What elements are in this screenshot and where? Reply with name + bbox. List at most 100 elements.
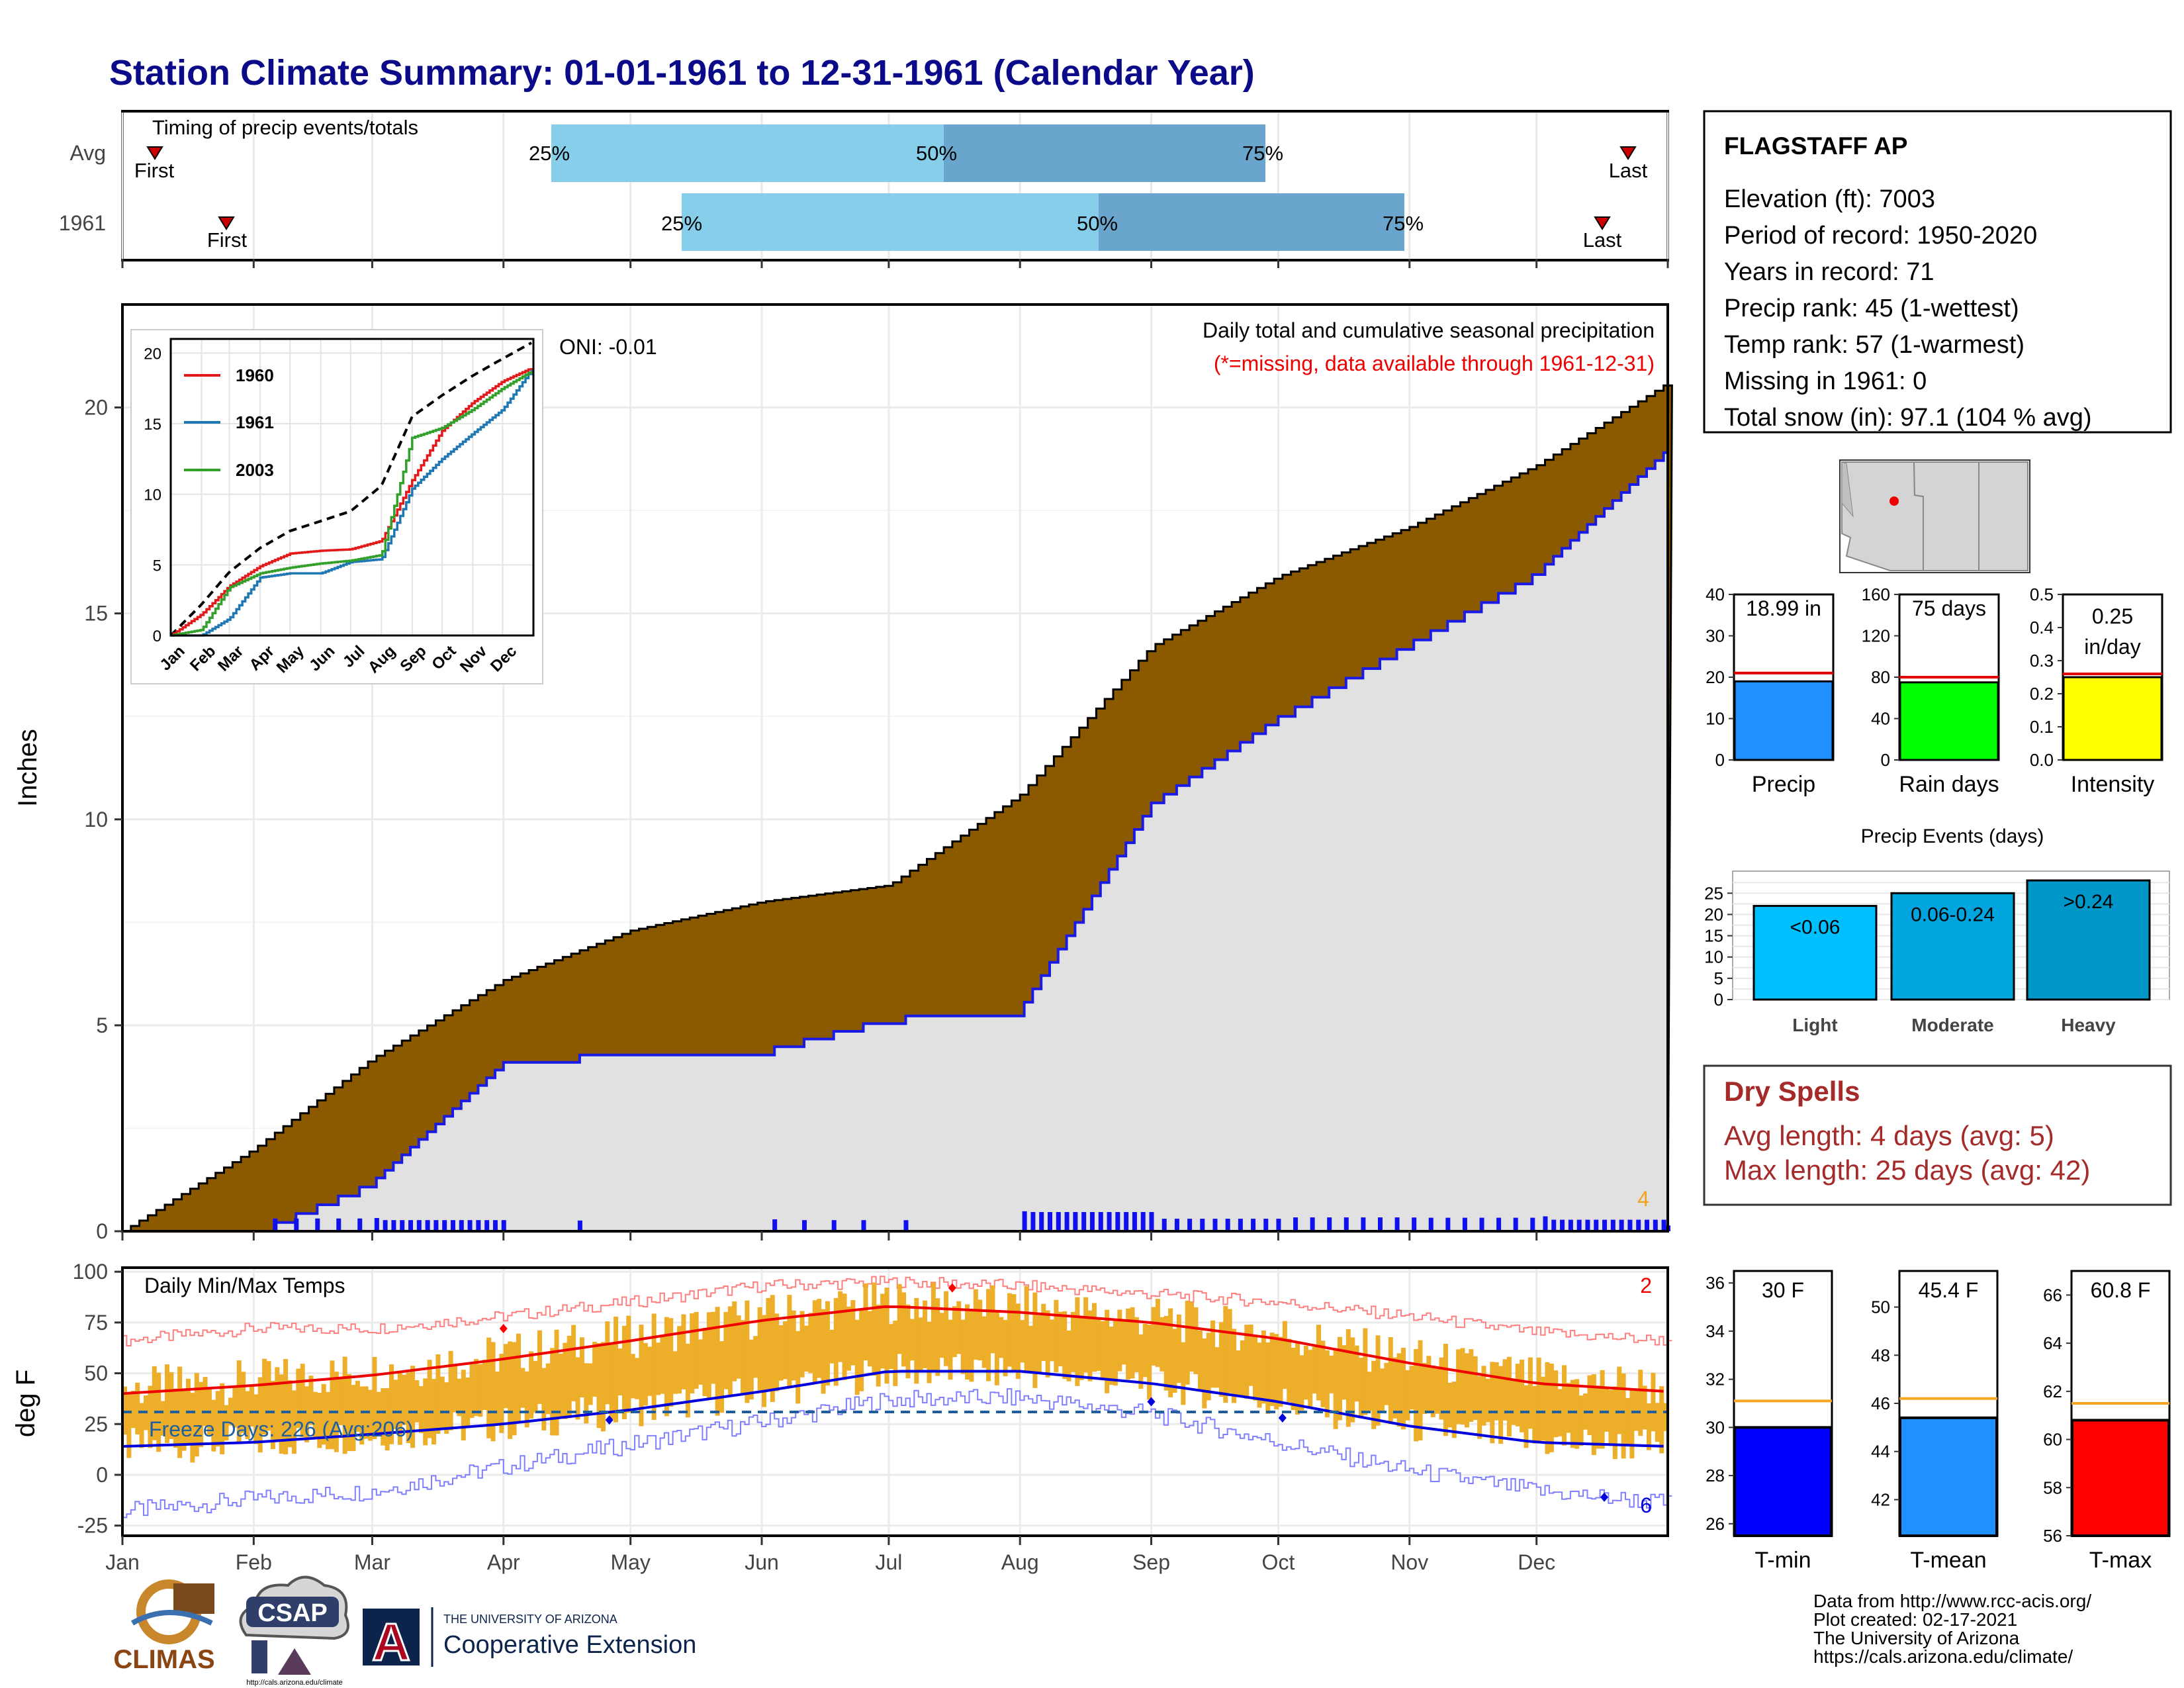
legend-2003-label: 2003 [236, 460, 274, 480]
daily-temp-bar [1642, 1385, 1647, 1430]
daily-precip-bar [1428, 1217, 1433, 1231]
dry-spells-box: Dry Spells Avg length: 4 days (avg: 5) M… [1703, 1064, 2172, 1206]
daily-temp-bar [1541, 1376, 1546, 1441]
daily-precip-bar [1610, 1219, 1615, 1231]
daily-temp-bar [711, 1311, 716, 1384]
daily-temp-bar [199, 1382, 204, 1447]
daily-precip-bar [1056, 1211, 1061, 1231]
daily-temp-bar [867, 1311, 872, 1367]
temp-chart-y-tick-label: 42 [1871, 1489, 1890, 1509]
daily-precip-bar [391, 1220, 396, 1231]
station-frame [1703, 110, 2172, 434]
daily-temp-bar [300, 1364, 305, 1438]
climas-wave-icon [130, 1610, 213, 1626]
events-y-tick-label: 25 [1704, 883, 1723, 903]
daily-temp-bar [770, 1295, 775, 1402]
daily-temp-bar [626, 1315, 631, 1413]
mini-bar-charts: 0 10 20 30 40 18.99 in Precip 0 40 80 120 160 75 day… [1706, 585, 2163, 797]
daily-precip-bar [408, 1220, 414, 1231]
temp-chart-y-tick-label: 34 [1706, 1321, 1725, 1341]
temp-chart-y-tick-label: 50 [1871, 1297, 1890, 1317]
daily-temp-bar [1185, 1300, 1190, 1385]
daily-temp-bar [1117, 1309, 1122, 1372]
daily-temp-bar [296, 1368, 301, 1429]
daily-temp-bar [1316, 1325, 1322, 1401]
temp-x-tick-label: Sep [1132, 1550, 1170, 1574]
precip-y-tick-label: 15 [84, 602, 108, 626]
temp-y-label: deg F [11, 1370, 40, 1437]
daily-temp-bar [732, 1301, 737, 1382]
daily-temp-bar [690, 1313, 695, 1394]
daily-temp-bar [1447, 1382, 1453, 1428]
daily-temp-bar [1282, 1321, 1287, 1389]
daily-temp-bar [1028, 1325, 1034, 1372]
daily-precip-bar [1627, 1219, 1633, 1231]
mini-chart-bar [1899, 681, 1999, 761]
temp-record-markers [499, 1283, 1609, 1502]
daily-temp-bar [808, 1313, 813, 1374]
daily-temp-bar [1329, 1355, 1334, 1393]
precip-x-ticks [121, 1231, 1538, 1241]
mini-chart-y-tick-label: 160 [1862, 585, 1890, 604]
daily-precip-bar [1293, 1217, 1298, 1231]
daily-precip-bar [374, 1218, 379, 1231]
daily-temp-bar [126, 1394, 132, 1458]
daily-temp-bar [304, 1386, 310, 1442]
year-first-marker-icon [218, 216, 235, 230]
mini-chart-label: Precip [1752, 772, 1815, 797]
daily-temp-bar [1036, 1315, 1042, 1373]
timing-label: Timing of precip events/totals [152, 116, 418, 139]
daily-precip-bar [1200, 1219, 1205, 1231]
daily-temp-bar [397, 1372, 402, 1445]
daily-temp-bar [220, 1383, 225, 1454]
daily-temp-bar [338, 1378, 343, 1425]
daily-precip-bar [1238, 1219, 1243, 1231]
daily-temp-bar [312, 1391, 318, 1440]
daily-temp-bar [148, 1385, 153, 1448]
daily-temp-bar [935, 1298, 940, 1376]
daily-temp-bar [1299, 1355, 1304, 1411]
daily-temp-bar [550, 1348, 555, 1436]
daily-temp-bar [694, 1311, 699, 1389]
temp-chart-label: T-max [2089, 1548, 2152, 1573]
record-marker-icon [1600, 1492, 1609, 1502]
year-p75-label: 75% [1383, 212, 1424, 235]
daily-temp-bar [1469, 1349, 1474, 1423]
year-p50-label: 50% [1077, 212, 1118, 235]
daily-temp-bar [1477, 1376, 1482, 1439]
daily-temp-bar [685, 1343, 690, 1418]
daily-temp-bar [1456, 1349, 1461, 1425]
daily-temp-bar [1596, 1385, 1601, 1449]
daily-temp-bar [698, 1339, 704, 1385]
mini-chart-y-tick-label: 0 [1881, 750, 1890, 770]
daily-temp-bar [1506, 1356, 1512, 1437]
daily-temp-bar [978, 1299, 983, 1361]
daily-temp-bar [897, 1284, 902, 1354]
timing-row-year: 1961 [59, 211, 106, 235]
daily-temp-bar [799, 1311, 805, 1378]
daily-temp-bar [842, 1293, 847, 1380]
daily-temp-bar [1324, 1350, 1330, 1418]
daily-temp-bar [1625, 1397, 1631, 1445]
daily-temp-bar [791, 1310, 796, 1381]
climas-text: CLIMAS [113, 1645, 214, 1674]
daily-temp-bar [1405, 1370, 1410, 1421]
events-bar-heavy [2026, 879, 2151, 1001]
temp-chart-y-tick-label: 26 [1706, 1514, 1725, 1534]
avg-first-label: First [134, 159, 175, 182]
mini-chart-value: 18.99 in [1746, 596, 1821, 620]
daily-temp-bar [1083, 1297, 1089, 1373]
daily-temp-bar [766, 1297, 771, 1391]
daily-temp-bar [524, 1371, 529, 1428]
daily-precip-bar [336, 1218, 341, 1231]
daily-temp-bar [990, 1285, 995, 1354]
daily-precip-bar [1251, 1219, 1256, 1231]
daily-temp-bar [1163, 1315, 1169, 1391]
mini-chart-y-tick-label: 10 [1706, 709, 1725, 729]
temp-x-tick-label: Dec [1518, 1550, 1555, 1574]
daily-temp-bar [1379, 1368, 1385, 1413]
daily-temp-bar [1430, 1366, 1435, 1417]
inset-lines [169, 342, 533, 637]
daily-precip-bar [1149, 1211, 1154, 1231]
daily-temp-bar [1617, 1366, 1622, 1434]
